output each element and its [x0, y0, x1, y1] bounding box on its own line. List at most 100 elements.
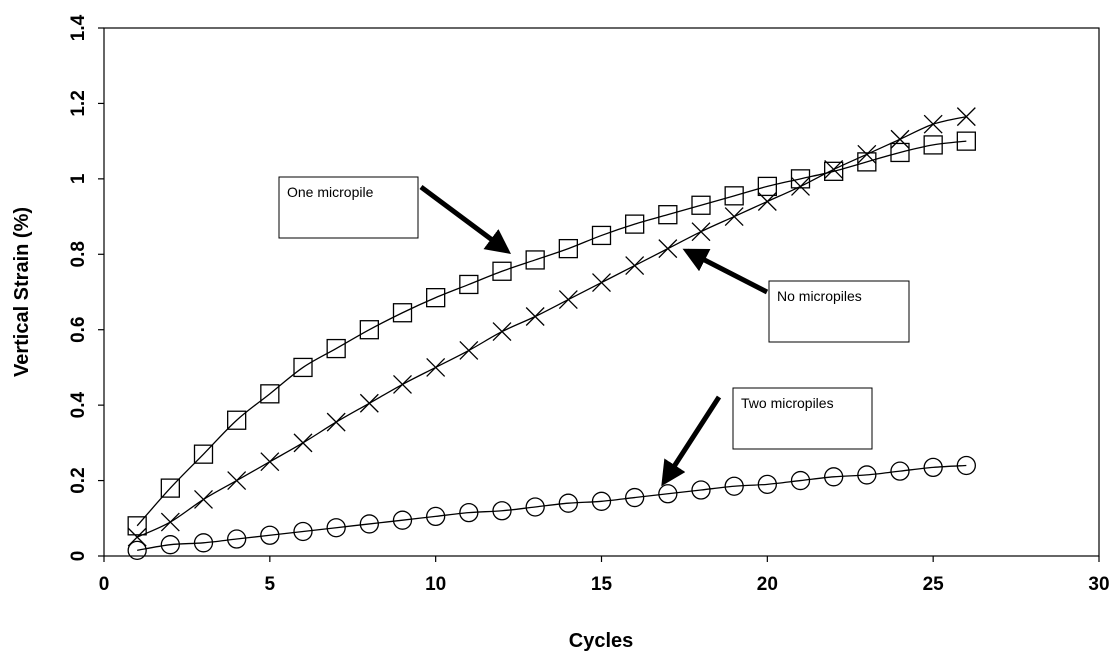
data-point-one-micropile: [492, 261, 512, 281]
data-point-two-micropiles: [260, 525, 280, 545]
data-point-no-micropiles: [757, 192, 777, 211]
data-point-two-micropiles: [790, 470, 811, 491]
data-point-two-micropiles: [459, 502, 479, 523]
data-point-no-micropiles: [293, 433, 313, 453]
data-point-one-micropile: [923, 135, 943, 155]
series-group: [127, 107, 976, 560]
x-tick-label: 5: [265, 574, 276, 595]
data-point-no-micropiles: [824, 159, 844, 179]
y-tick-label: 0: [68, 551, 89, 562]
data-point-one-micropile: [127, 516, 147, 536]
data-point-no-micropiles: [956, 107, 976, 127]
data-point-no-micropiles: [194, 489, 213, 509]
data-point-no-micropiles: [890, 129, 910, 149]
data-point-no-micropiles: [359, 393, 379, 413]
data-point-one-micropile: [824, 161, 844, 181]
y-tick-label: 0.2: [68, 467, 89, 493]
data-point-one-micropile: [392, 303, 413, 323]
data-point-two-micropiles: [426, 506, 446, 527]
data-point-one-micropile: [658, 205, 678, 225]
data-point-no-micropiles: [691, 222, 711, 242]
plot-area: [103, 27, 1100, 557]
data-point-one-micropile: [459, 274, 479, 295]
data-point-no-micropiles: [525, 307, 545, 326]
data-point-no-micropiles: [160, 512, 180, 532]
data-point-two-micropiles: [492, 501, 512, 521]
y-tick-label: 1.4: [68, 14, 89, 41]
annotation-arrow-no-micropiles: [682, 248, 769, 295]
data-point-one-micropile: [260, 384, 280, 404]
y-tick-label: 0.6: [68, 317, 89, 343]
data-point-two-micropiles: [591, 491, 612, 511]
data-point-two-micropiles: [193, 533, 214, 553]
data-point-no-micropiles: [857, 144, 877, 164]
data-point-no-micropiles: [459, 340, 479, 360]
annotation-label-two-micropiles: Two micropiles: [741, 395, 834, 411]
x-tick-label: 0: [99, 574, 110, 595]
data-point-two-micropiles: [691, 480, 711, 500]
axis-ticks: 0 5 10 15 20 25 30 0 0.2 0.4 0.6 0.8 1 1.2 1.4: [68, 14, 1110, 595]
data-point-two-micropiles: [558, 493, 578, 513]
data-point-one-micropile: [293, 357, 313, 378]
data-point-no-micropiles: [492, 322, 512, 342]
data-point-no-micropiles: [724, 207, 744, 227]
data-point-no-micropiles: [592, 273, 611, 293]
annotation-label-no-micropiles: No micropiles: [777, 288, 862, 304]
data-point-one-micropile: [359, 320, 379, 340]
data-point-two-micropiles: [890, 461, 910, 481]
data-point-two-micropiles: [160, 535, 180, 555]
data-point-one-micropile: [591, 225, 612, 246]
data-point-one-micropile: [326, 338, 346, 359]
y-tick-label: 1: [68, 173, 89, 184]
data-point-one-micropile: [193, 444, 214, 464]
data-point-no-micropiles: [791, 176, 810, 196]
data-point-no-micropiles: [658, 239, 678, 259]
annotation-box-no-micropiles: [768, 280, 910, 343]
x-tick-label: 20: [757, 574, 778, 595]
data-point-two-micropiles: [525, 497, 545, 517]
data-point-one-micropile: [890, 142, 910, 163]
data-point-one-micropile: [625, 214, 645, 234]
data-point-one-micropile: [790, 169, 811, 189]
data-point-no-micropiles: [558, 290, 578, 310]
data-point-no-micropiles: [326, 412, 346, 432]
data-point-two-micropiles: [293, 521, 313, 542]
data-point-no-micropiles: [625, 256, 645, 276]
data-point-two-micropiles: [923, 457, 943, 478]
data-point-one-micropile: [160, 478, 180, 498]
annotation-box-one-micropile: [278, 176, 419, 239]
data-point-two-micropiles: [724, 476, 744, 496]
y-axis-title: Vertical Strain (%): [11, 207, 33, 377]
data-point-one-micropile: [956, 131, 976, 151]
y-tick-label: 1.2: [68, 90, 89, 116]
x-tick-label: 10: [425, 574, 446, 595]
data-point-two-micropiles: [625, 487, 645, 508]
data-point-two-micropiles: [824, 467, 844, 487]
data-point-one-micropile: [757, 176, 777, 197]
x-tick-label: 15: [591, 574, 613, 595]
data-point-two-micropiles: [757, 474, 777, 494]
data-point-one-micropile: [857, 152, 877, 172]
x-tick-label: 25: [923, 574, 945, 595]
annotation-label-one-micropile: One micropile: [287, 184, 374, 200]
data-point-no-micropiles: [426, 357, 446, 377]
data-point-no-micropiles: [227, 471, 247, 491]
annotations: One micropile No micropiles Two micropiles: [278, 176, 910, 487]
x-axis-title: Cycles: [569, 630, 634, 652]
data-point-two-micropiles: [326, 518, 346, 538]
data-point-two-micropiles: [857, 465, 877, 485]
data-point-no-micropiles: [393, 374, 412, 394]
data-point-one-micropile: [724, 186, 744, 206]
data-point-two-micropiles: [392, 510, 413, 530]
y-tick-label: 0.8: [68, 241, 89, 267]
data-point-one-micropile: [426, 288, 446, 308]
data-point-two-micropiles: [956, 455, 976, 476]
y-tick-label: 0.4: [68, 392, 89, 419]
x-tick-label: 30: [1088, 574, 1109, 595]
annotation-arrow-two-micropiles: [661, 395, 722, 487]
data-point-one-micropile: [691, 195, 711, 215]
data-point-one-micropile: [525, 250, 545, 270]
annotation-arrow-one-micropile: [419, 184, 512, 254]
data-point-two-micropiles: [227, 529, 247, 549]
